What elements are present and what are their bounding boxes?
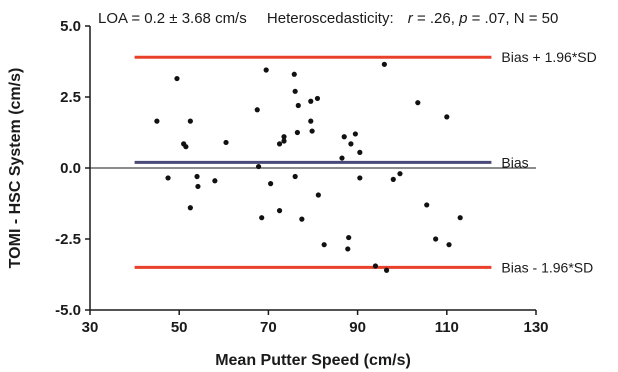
data-point bbox=[281, 134, 287, 140]
axes: 30 50 70 90 110 130 5.0 2.5 0.0 -2.5 -5.0 bbox=[55, 18, 548, 336]
data-point bbox=[183, 144, 189, 150]
y-axis-title: TOMI - HSC System (cm/s) bbox=[7, 68, 24, 269]
data-point bbox=[397, 171, 403, 177]
data-point bbox=[255, 163, 262, 170]
data-point bbox=[339, 155, 345, 161]
data-point bbox=[348, 141, 354, 147]
data-point bbox=[415, 100, 421, 106]
data-point bbox=[315, 192, 321, 198]
y-tick-label: -2.5 bbox=[55, 231, 81, 248]
data-point bbox=[223, 139, 229, 146]
title-r-value: = .26, bbox=[413, 10, 459, 27]
data-point bbox=[291, 71, 297, 77]
data-point bbox=[433, 236, 439, 242]
reference-line-label: Bias + 1.96*SD bbox=[501, 49, 596, 65]
title-r-symbol: r bbox=[408, 10, 414, 27]
title-p-value: = .07, N = 50 bbox=[467, 10, 558, 27]
data-point bbox=[341, 134, 347, 140]
data-point bbox=[292, 88, 298, 94]
data-point bbox=[268, 181, 274, 187]
data-point bbox=[357, 175, 363, 181]
data-point bbox=[165, 175, 171, 181]
x-tick-label: 110 bbox=[435, 319, 459, 336]
data-point bbox=[446, 242, 452, 248]
data-point bbox=[276, 208, 283, 214]
data-point bbox=[195, 183, 201, 190]
data-point bbox=[281, 138, 287, 144]
data-point bbox=[187, 118, 193, 124]
data-point bbox=[263, 67, 269, 73]
data-point bbox=[346, 234, 352, 241]
data-point bbox=[314, 95, 321, 102]
data-point bbox=[276, 141, 283, 147]
data-point bbox=[174, 75, 180, 82]
data-point bbox=[383, 267, 390, 273]
data-point bbox=[352, 131, 358, 137]
x-tick-label: 130 bbox=[523, 319, 548, 336]
data-point bbox=[424, 202, 430, 208]
data-point bbox=[308, 98, 314, 104]
data-point bbox=[390, 176, 396, 182]
data-point bbox=[357, 149, 363, 155]
data-point bbox=[308, 118, 314, 124]
title-p-symbol: p bbox=[458, 10, 467, 27]
data-point bbox=[187, 205, 193, 211]
chart-title: LOA = 0.2 ± 3.68 cm/s Heteroscedasticity… bbox=[98, 10, 558, 27]
data-point bbox=[309, 128, 315, 134]
x-tick-label: 90 bbox=[349, 319, 366, 336]
data-point bbox=[212, 178, 218, 184]
y-tick-label: 5.0 bbox=[60, 18, 81, 35]
y-tick-label: 0.0 bbox=[60, 160, 81, 177]
title-loa: LOA = 0.2 ± 3.68 cm/s bbox=[98, 10, 247, 27]
data-point bbox=[381, 61, 387, 67]
x-tick-label: 70 bbox=[260, 319, 277, 336]
reference-lines: Bias + 1.96*SD Bias Bias - 1.96*SD bbox=[134, 49, 597, 275]
data-point bbox=[292, 173, 298, 180]
data-point bbox=[321, 242, 327, 248]
data-point bbox=[345, 246, 351, 252]
x-tick-label: 50 bbox=[171, 319, 188, 336]
data-points bbox=[154, 61, 463, 273]
data-point bbox=[259, 215, 265, 221]
title-hetero: Heteroscedasticity: bbox=[267, 10, 394, 27]
data-point bbox=[457, 215, 463, 221]
data-point bbox=[295, 102, 301, 109]
data-point bbox=[444, 114, 450, 120]
y-tick-label: 2.5 bbox=[60, 89, 81, 106]
reference-line-label: Bias bbox=[501, 154, 528, 170]
y-tick-label: -5.0 bbox=[55, 302, 81, 319]
data-point bbox=[299, 216, 305, 222]
data-point bbox=[294, 129, 300, 136]
x-tick-label: 30 bbox=[82, 319, 99, 336]
reference-line-label: Bias - 1.96*SD bbox=[501, 259, 593, 275]
x-axis-title: Mean Putter Speed (cm/s) bbox=[215, 352, 411, 369]
data-point bbox=[194, 173, 200, 180]
data-point bbox=[254, 107, 260, 113]
data-point bbox=[154, 118, 160, 124]
data-point bbox=[372, 263, 379, 269]
